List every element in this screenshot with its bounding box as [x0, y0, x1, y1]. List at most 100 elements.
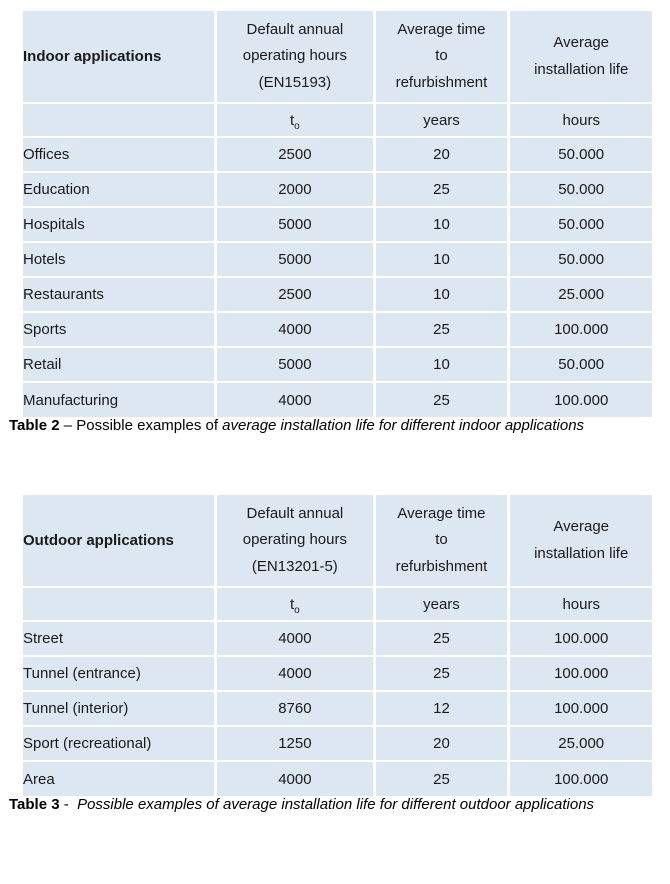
- indoor-header-row: Indoor applications Default annual opera…: [23, 11, 652, 103]
- app-cell: Retail: [23, 346, 216, 382]
- hours-cell: 8760: [214, 690, 374, 726]
- indoor-header-time-to-refurbishment: Average time to refurbishment: [372, 11, 509, 103]
- life-cell: 100.000: [507, 381, 652, 417]
- outdoor-applications-table: Outdoor applications Default annual oper…: [23, 495, 652, 796]
- table3-caption-label: Table 3: [9, 796, 60, 813]
- life-cell: 25.000: [507, 725, 652, 761]
- spacer: [9, 434, 670, 495]
- years-cell: 25: [372, 311, 509, 347]
- years-cell: 20: [372, 136, 509, 172]
- units-t-subscript: o: [294, 120, 300, 132]
- outdoor-header-operating-hours: Default annual operating hours (EN13201-…: [214, 495, 374, 587]
- indoor-units-row: to years hours: [23, 102, 652, 137]
- table2-caption: Table 2 – Possible examples of average i…: [9, 417, 670, 434]
- outdoor-header-row: Outdoor applications Default annual oper…: [23, 495, 652, 587]
- app-cell: Manufacturing: [23, 381, 216, 417]
- life-cell: 100.000: [507, 311, 652, 347]
- outdoor-units-row: to years hours: [23, 586, 652, 621]
- outdoor-header-time-to-refurbishment: Average time to refurbishment: [372, 495, 509, 587]
- table-row: Restaurants 2500 10 25.000: [23, 276, 652, 312]
- indoor-header-installation-life: Average installation life: [507, 11, 652, 103]
- indoor-units-to: to: [214, 102, 374, 137]
- app-cell: Restaurants: [23, 276, 216, 312]
- years-cell: 10: [372, 206, 509, 242]
- hours-cell: 2500: [214, 136, 374, 172]
- life-cell: 100.000: [507, 620, 652, 656]
- app-cell: Tunnel (entrance): [23, 655, 216, 691]
- app-cell: Area: [23, 760, 216, 796]
- table-row: Tunnel (entrance) 4000 25 100.000: [23, 655, 652, 691]
- outdoor-units-to: to: [214, 586, 374, 621]
- life-cell: 50.000: [507, 346, 652, 382]
- table2-caption-separator: – Possible examples of: [59, 417, 223, 434]
- table-row: Tunnel (interior) 8760 12 100.000: [23, 690, 652, 726]
- outdoor-header-installation-life: Average installation life: [507, 495, 652, 587]
- life-cell: 50.000: [507, 206, 652, 242]
- life-cell: 100.000: [507, 655, 652, 691]
- app-cell: Offices: [23, 136, 216, 172]
- units-t-symbol: t: [290, 111, 295, 129]
- app-cell: Sports: [23, 311, 216, 347]
- years-cell: 10: [372, 346, 509, 382]
- app-cell: Hotels: [23, 241, 216, 277]
- table-row: Sports 4000 25 100.000: [23, 311, 652, 347]
- hours-cell: 4000: [214, 381, 374, 417]
- life-cell: 50.000: [507, 171, 652, 207]
- indoor-units-years: years: [372, 102, 509, 137]
- years-cell: 25: [372, 655, 509, 691]
- years-cell: 25: [372, 620, 509, 656]
- life-cell: 100.000: [507, 760, 652, 796]
- years-cell: 25: [372, 760, 509, 796]
- table-row: Street 4000 25 100.000: [23, 620, 652, 656]
- table-row: Hotels 5000 10 50.000: [23, 241, 652, 277]
- years-cell: 10: [372, 276, 509, 312]
- hours-cell: 5000: [214, 206, 374, 242]
- table-row: Hospitals 5000 10 50.000: [23, 206, 652, 242]
- years-cell: 10: [372, 241, 509, 277]
- app-cell: Street: [23, 620, 216, 656]
- table-row: Area 4000 25 100.000: [23, 760, 652, 796]
- table3-caption: Table 3 - Possible examples of average i…: [9, 796, 670, 813]
- hours-cell: 2000: [214, 171, 374, 207]
- table-row: Education 2000 25 50.000: [23, 171, 652, 207]
- units-t-subscript: o: [294, 604, 300, 616]
- app-cell: Hospitals: [23, 206, 216, 242]
- indoor-header-applications: Indoor applications: [23, 11, 216, 103]
- hours-cell: 4000: [214, 311, 374, 347]
- years-cell: 12: [372, 690, 509, 726]
- hours-cell: 4000: [214, 760, 374, 796]
- app-cell: Tunnel (interior): [23, 690, 216, 726]
- outdoor-units-hours: hours: [507, 586, 652, 621]
- hours-cell: 5000: [214, 346, 374, 382]
- life-cell: 25.000: [507, 276, 652, 312]
- indoor-header-operating-hours: Default annual operating hours (EN15193): [214, 11, 374, 103]
- table3-caption-italic-text: Possible examples of average installatio…: [77, 796, 595, 813]
- units-t-symbol: t: [290, 595, 295, 613]
- indoor-units-hours: hours: [507, 102, 652, 137]
- years-cell: 25: [372, 171, 509, 207]
- hours-cell: 1250: [214, 725, 374, 761]
- life-cell: 50.000: [507, 241, 652, 277]
- app-cell: Education: [23, 171, 216, 207]
- table3-caption-separator: -: [59, 796, 78, 813]
- outdoor-units-years: years: [372, 586, 509, 621]
- outdoor-units-empty-cell: [23, 586, 216, 621]
- table-row: Manufacturing 4000 25 100.000: [23, 381, 652, 417]
- hours-cell: 4000: [214, 620, 374, 656]
- years-cell: 25: [372, 381, 509, 417]
- table-row: Offices 2500 20 50.000: [23, 136, 652, 172]
- hours-cell: 5000: [214, 241, 374, 277]
- table-row: Sport (recreational) 1250 20 25.000: [23, 725, 652, 761]
- years-cell: 20: [372, 725, 509, 761]
- table2-caption-italic-text: average installation life for different …: [222, 417, 585, 434]
- life-cell: 50.000: [507, 136, 652, 172]
- hours-cell: 4000: [214, 655, 374, 691]
- app-cell: Sport (recreational): [23, 725, 216, 761]
- outdoor-header-applications: Outdoor applications: [23, 495, 216, 587]
- life-cell: 100.000: [507, 690, 652, 726]
- hours-cell: 2500: [214, 276, 374, 312]
- table2-caption-label: Table 2: [9, 417, 60, 434]
- indoor-applications-table: Indoor applications Default annual opera…: [23, 11, 652, 417]
- table-row: Retail 5000 10 50.000: [23, 346, 652, 382]
